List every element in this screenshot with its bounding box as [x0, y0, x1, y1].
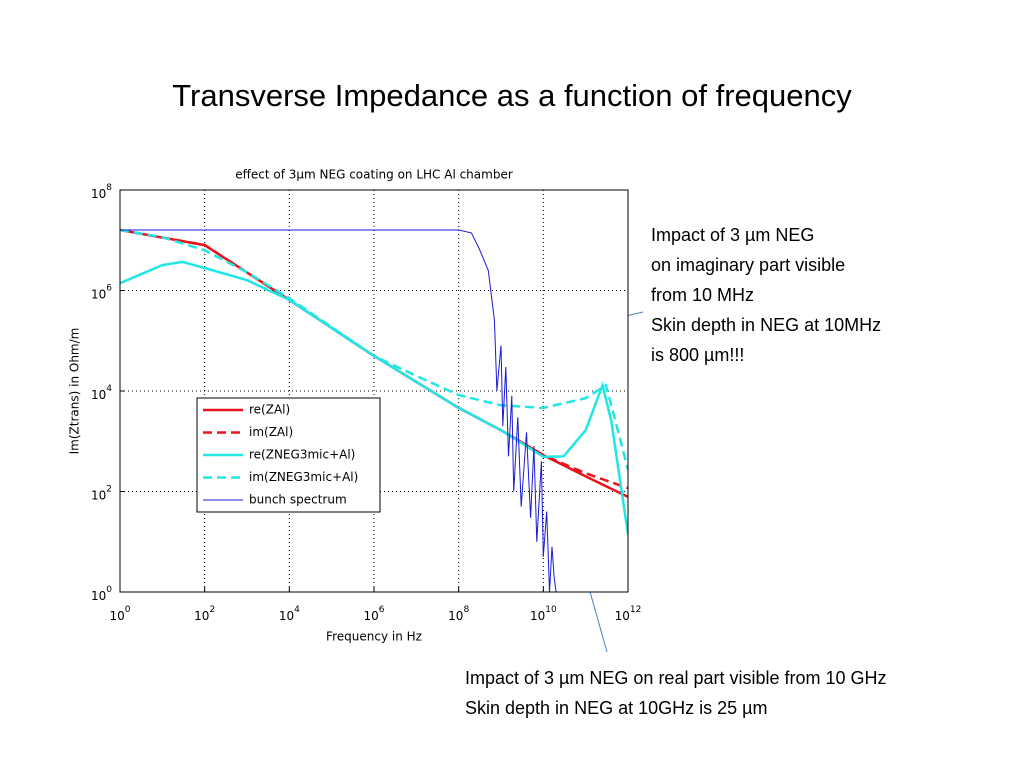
tick-label: 104 [279, 605, 300, 623]
tick-label: 102 [194, 605, 215, 623]
tick-exponent: 0 [125, 605, 131, 615]
tick-base: 10 [530, 609, 545, 623]
tick-base: 10 [109, 609, 124, 623]
tick-label: 108 [448, 605, 469, 623]
tick-label: 102 [91, 484, 112, 502]
tick-exponent: 2 [106, 484, 112, 494]
tick-base: 10 [91, 187, 106, 201]
plot-frame [119, 189, 629, 593]
tick-exponent: 6 [106, 283, 112, 293]
tick-label: 100 [109, 605, 130, 623]
series-line [120, 260, 628, 535]
legend-label: bunch spectrum [249, 493, 347, 507]
x-axis-label: Frequency in Hz [326, 630, 422, 644]
tick-base: 10 [91, 287, 106, 301]
tick-exponent: 6 [379, 605, 385, 615]
tick-exponent: 8 [106, 183, 112, 193]
tick-label: 100 [91, 585, 112, 603]
legend-label: re(ZNEG3mic+Al) [249, 448, 355, 462]
y-axis-label: Im(Ztrans) in Ohm/m [68, 328, 82, 455]
tick-base: 10 [91, 388, 106, 402]
tick-label: 1010 [530, 605, 557, 623]
tick-label: 1012 [615, 605, 642, 623]
tick-label: 106 [91, 283, 112, 301]
tick-base: 10 [194, 609, 209, 623]
annotation-line: on imaginary part visible [651, 255, 845, 275]
tick-base: 10 [279, 609, 294, 623]
tick-base: 10 [615, 609, 630, 623]
tick-exponent: 4 [294, 605, 300, 615]
tick-exponent: 12 [630, 605, 641, 615]
tick-exponent: 4 [106, 384, 112, 394]
tick-label: 108 [91, 183, 112, 201]
tick-base: 10 [448, 609, 463, 623]
series-line [120, 228, 628, 471]
annotation-line: Impact of 3 µm NEG on real part visible … [465, 668, 887, 688]
tick-exponent: 8 [463, 605, 469, 615]
slide-title: Transverse Impedance as a function of fr… [172, 78, 852, 113]
annotation-line: Skin depth in NEG at 10GHz is 25 µm [465, 698, 768, 718]
legend-label: im(ZNEG3mic+Al) [249, 470, 358, 484]
legend-label: re(ZAl) [249, 403, 290, 417]
tick-exponent: 2 [209, 605, 215, 615]
annotation-line: from 10 MHz [651, 285, 754, 305]
annotation-line: is 800 µm!!! [651, 345, 744, 365]
tick-exponent: 10 [545, 605, 557, 615]
annotation-line: Impact of 3 µm NEG [651, 225, 814, 245]
tick-base: 10 [91, 488, 106, 502]
tick-label: 106 [363, 605, 384, 623]
tick-exponent: 0 [106, 585, 112, 595]
annotation-line: Skin depth in NEG at 10MHz [651, 315, 881, 335]
tick-base: 10 [363, 609, 378, 623]
chart-title: effect of 3μm NEG coating on LHC Al cham… [235, 168, 513, 182]
tick-base: 10 [91, 589, 106, 603]
tick-label: 104 [91, 384, 112, 402]
series-line [120, 228, 628, 490]
legend-label: im(ZAl) [249, 425, 293, 439]
series-line [120, 229, 557, 592]
